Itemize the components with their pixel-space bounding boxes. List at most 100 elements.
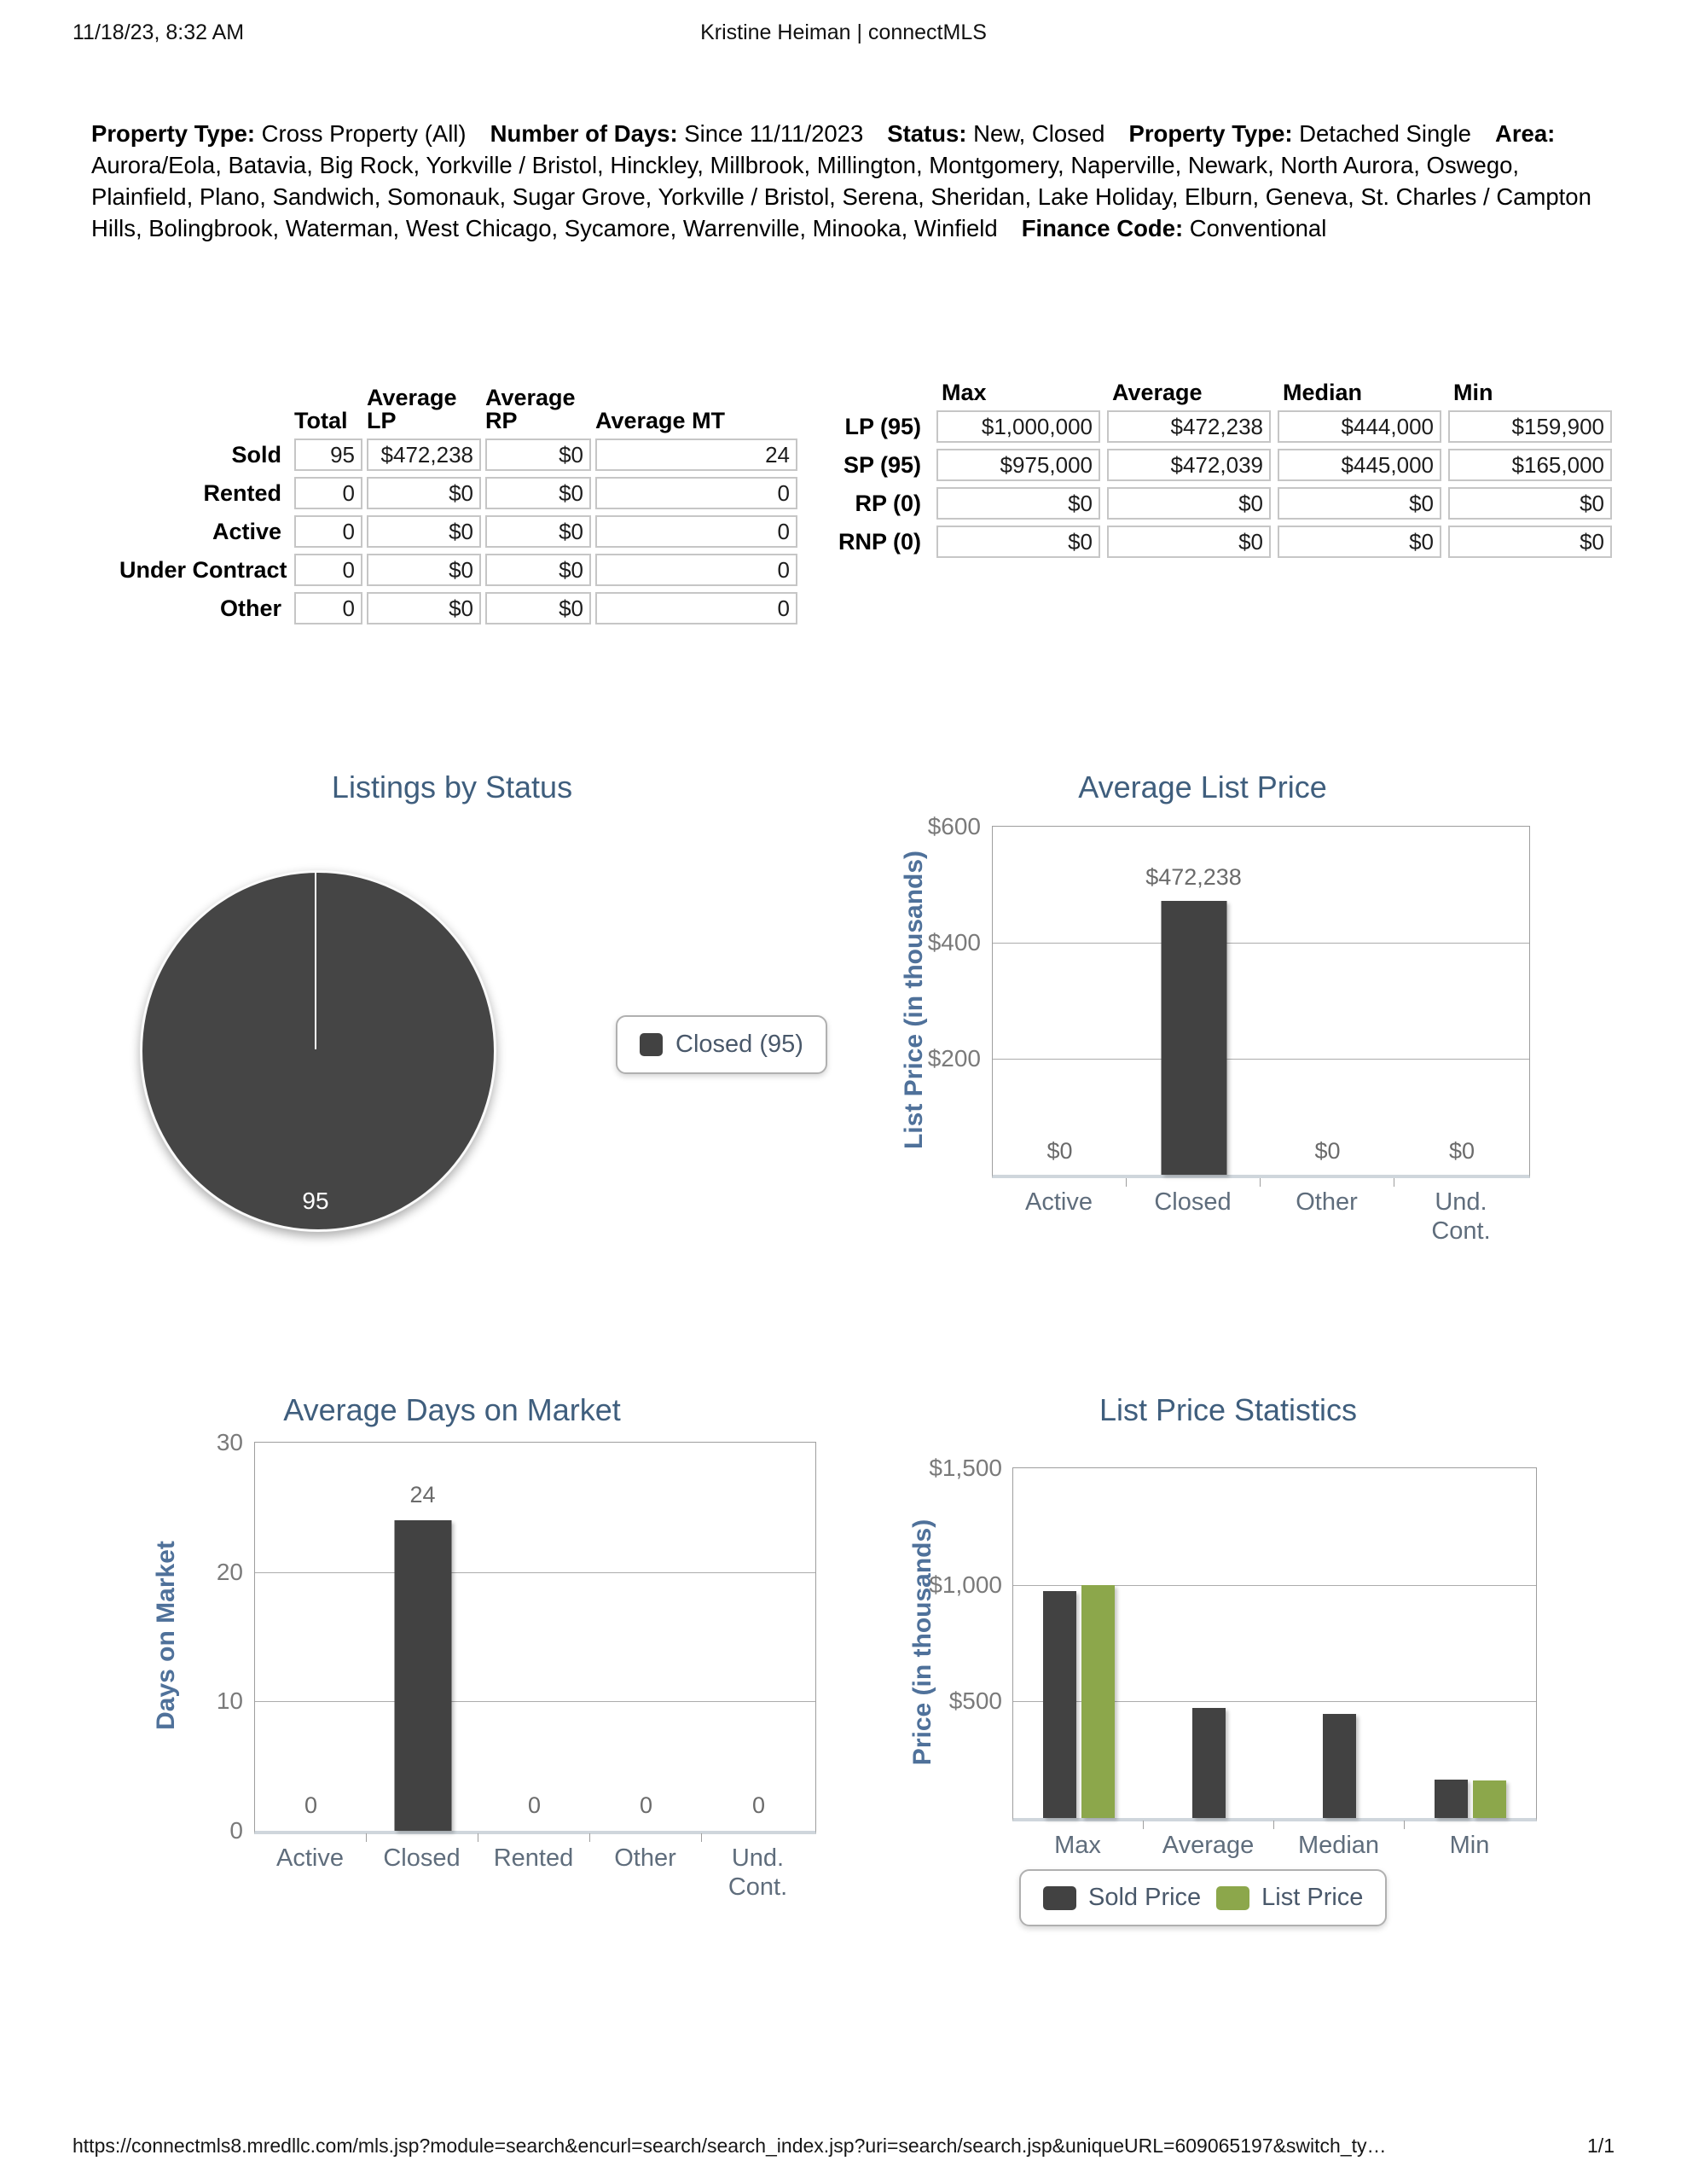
bar-value-label: 0 bbox=[304, 1792, 318, 1819]
row-label-rp: RP (0) bbox=[855, 491, 921, 516]
rp-average-field[interactable]: $0 bbox=[1107, 487, 1271, 520]
lp-max-field[interactable]: $1,000,000 bbox=[936, 410, 1100, 443]
rented-total-field[interactable]: 0 bbox=[294, 477, 362, 509]
y-tick: 30 bbox=[216, 1429, 243, 1455]
x-category-max: Max bbox=[1054, 1832, 1101, 1859]
col-header-total: Total bbox=[294, 408, 348, 433]
sold-avg-lp-field[interactable]: $472,238 bbox=[367, 439, 481, 471]
bar-closed bbox=[1161, 900, 1226, 1175]
bar-value-label: 24 bbox=[409, 1482, 436, 1508]
x-category-active: Active bbox=[276, 1844, 344, 1872]
sold-total-field[interactable]: 95 bbox=[294, 439, 362, 471]
sold-avg-rp-field[interactable]: $0 bbox=[485, 439, 591, 471]
list-price-bar-min bbox=[1473, 1780, 1506, 1818]
col-header-median: Median bbox=[1283, 380, 1363, 405]
criteria-property-type-2: Property Type: Detached Single bbox=[1128, 120, 1471, 147]
sold-avg-mt-field[interactable]: 24 bbox=[595, 439, 797, 471]
bar-value-label: $0 bbox=[1046, 1137, 1073, 1164]
active-avg-rp-field[interactable]: $0 bbox=[485, 515, 591, 548]
under-contract-total-field[interactable]: 0 bbox=[294, 554, 362, 586]
y-axis-label: Price (in thousands) bbox=[908, 1519, 936, 1766]
sold-price-bar-median bbox=[1323, 1714, 1356, 1818]
average-list-price-chart: Average List Price List Price (in thousa… bbox=[861, 766, 1544, 1363]
active-avg-mt-field[interactable]: 0 bbox=[595, 515, 797, 548]
row-label-sp: SP (95) bbox=[843, 452, 921, 478]
under-contract-avg-mt-field[interactable]: 0 bbox=[595, 554, 797, 586]
search-criteria: Property Type: Cross Property (All) Numbe… bbox=[91, 118, 1615, 244]
other-total-field[interactable]: 0 bbox=[294, 592, 362, 624]
rented-avg-rp-field[interactable]: $0 bbox=[485, 477, 591, 509]
bar-slot-other: 0 bbox=[590, 1443, 702, 1831]
x-category-rented: Rented bbox=[493, 1844, 574, 1872]
sold-price-bar-average bbox=[1192, 1708, 1226, 1818]
y-tick: $200 bbox=[927, 1045, 981, 1072]
under-contract-avg-rp-field[interactable]: $0 bbox=[485, 554, 591, 586]
rnp-median-field[interactable]: $0 bbox=[1278, 526, 1441, 558]
col-header-average: Average bbox=[1112, 380, 1203, 405]
rp-max-field[interactable]: $0 bbox=[936, 487, 1100, 520]
gridline bbox=[1013, 1585, 1536, 1586]
gridline bbox=[255, 1572, 815, 1573]
lp-average-field[interactable]: $472,238 bbox=[1107, 410, 1271, 443]
closed-swatch-icon bbox=[640, 1033, 663, 1056]
x-axis-tick bbox=[1273, 1821, 1274, 1829]
x-axis-tick bbox=[1260, 1178, 1261, 1187]
col-header-max: Max bbox=[942, 380, 987, 405]
col-header-average-lp: Average LP bbox=[367, 385, 457, 433]
active-avg-lp-field[interactable]: $0 bbox=[367, 515, 481, 548]
legend-label: List Price bbox=[1261, 1884, 1364, 1911]
chart-title: Listings by Status bbox=[331, 770, 573, 804]
price-summary-table: Max Average Median Min LP (95) $1,000,00… bbox=[772, 380, 1612, 558]
rented-avg-lp-field[interactable]: $0 bbox=[367, 477, 481, 509]
row-label-lp: LP (95) bbox=[844, 414, 921, 439]
rnp-max-field[interactable]: $0 bbox=[936, 526, 1100, 558]
lp-min-field[interactable]: $159,900 bbox=[1448, 410, 1612, 443]
rp-min-field[interactable]: $0 bbox=[1448, 487, 1612, 520]
col-header-min: Min bbox=[1453, 380, 1493, 405]
bar-value-label: $0 bbox=[1448, 1137, 1475, 1164]
rented-avg-mt-field[interactable]: 0 bbox=[595, 477, 797, 509]
spacer bbox=[119, 386, 290, 433]
bar-group-min bbox=[1405, 1468, 1536, 1818]
x-category-und-cont: Und. Cont. bbox=[1431, 1188, 1491, 1245]
sold-price-swatch-icon bbox=[1043, 1885, 1076, 1910]
rnp-min-field[interactable]: $0 bbox=[1448, 526, 1612, 558]
y-tick: $500 bbox=[948, 1687, 1002, 1714]
x-axis-tick bbox=[1126, 1178, 1127, 1187]
rp-median-field[interactable]: $0 bbox=[1278, 487, 1441, 520]
sp-median-field[interactable]: $445,000 bbox=[1278, 449, 1441, 481]
row-label-rnp: RNP (0) bbox=[838, 529, 921, 555]
print-title: Kristine Heiman | connectMLS bbox=[700, 20, 987, 44]
other-avg-lp-field[interactable]: $0 bbox=[367, 592, 481, 624]
legend-item-sold-price: Sold Price bbox=[1043, 1884, 1201, 1912]
print-url: https://connectmls8.mredllc.com/mls.jsp?… bbox=[72, 2135, 1387, 2157]
series-legend: Sold Price List Price bbox=[1019, 1869, 1388, 1926]
rnp-average-field[interactable]: $0 bbox=[1107, 526, 1271, 558]
legend-label: Closed (95) bbox=[675, 1031, 803, 1058]
x-axis-tick bbox=[589, 1833, 590, 1842]
x-category-closed: Closed bbox=[383, 1844, 461, 1872]
chart-title: Average Days on Market bbox=[283, 1392, 621, 1427]
sp-min-field[interactable]: $165,000 bbox=[1448, 449, 1612, 481]
spacer bbox=[772, 386, 930, 404]
gridline bbox=[255, 1701, 815, 1702]
criteria-number-of-days: Number of Days: Since 11/11/2023 bbox=[490, 120, 864, 147]
lp-median-field[interactable]: $444,000 bbox=[1278, 410, 1441, 443]
x-category-closed: Closed bbox=[1154, 1188, 1232, 1216]
sp-max-field[interactable]: $975,000 bbox=[936, 449, 1100, 481]
y-tick: 10 bbox=[216, 1687, 243, 1714]
row-label-other: Other bbox=[219, 595, 281, 621]
x-axis-tick bbox=[1404, 1821, 1405, 1829]
x-axis-tick bbox=[366, 1833, 367, 1842]
other-avg-mt-field[interactable]: 0 bbox=[595, 592, 797, 624]
y-tick: $600 bbox=[927, 813, 981, 839]
other-avg-rp-field[interactable]: $0 bbox=[485, 592, 591, 624]
x-category-other: Other bbox=[614, 1844, 676, 1872]
sp-average-field[interactable]: $472,039 bbox=[1107, 449, 1271, 481]
active-total-field[interactable]: 0 bbox=[294, 515, 362, 548]
y-tick: $400 bbox=[927, 929, 981, 956]
under-contract-avg-lp-field[interactable]: $0 bbox=[367, 554, 481, 586]
x-axis-tick bbox=[701, 1833, 702, 1842]
row-label-active: Active bbox=[212, 519, 281, 544]
